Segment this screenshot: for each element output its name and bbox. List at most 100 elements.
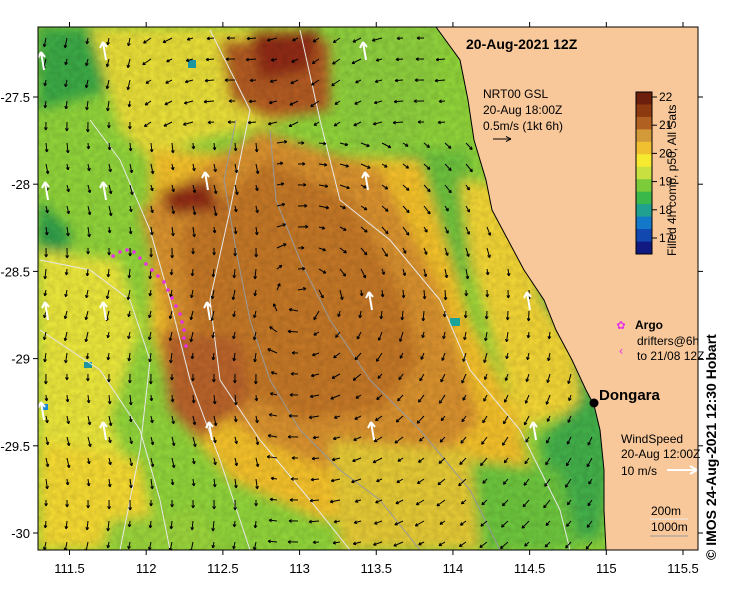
current-arrow [211, 268, 216, 278]
current-arrow [486, 247, 491, 258]
current-arrow [442, 310, 447, 318]
current-arrow [234, 184, 239, 196]
current-arrow [128, 247, 132, 257]
current-arrow [392, 120, 404, 125]
current-arrow [267, 434, 278, 438]
current-arrow [339, 163, 349, 168]
current-arrow [43, 289, 48, 297]
current-arrow [484, 310, 489, 320]
x-axis: 111.5 112 112.5 113 113.5 114 114.5 115 115.5 [54, 22, 699, 576]
current-arrow [339, 268, 347, 277]
current-arrow [479, 541, 488, 548]
current-arrow [106, 331, 111, 339]
drifter-fix [150, 268, 154, 272]
current-arrow [267, 121, 278, 126]
current-arrow [87, 436, 92, 448]
current-arrow [523, 478, 530, 486]
current-arrow [438, 541, 446, 547]
current-arrow [43, 541, 47, 550]
current-arrow [232, 331, 236, 340]
plot-frame [37, 26, 699, 551]
current-arrow [289, 100, 299, 106]
current-arrow [441, 352, 446, 361]
current-arrow [339, 226, 347, 231]
current-arrow [297, 183, 307, 187]
current-arrow [465, 142, 473, 151]
current-arrow [65, 142, 70, 154]
current-arrow [333, 415, 341, 419]
isobath-legend: 200m 1000m [650, 504, 688, 537]
current-arrow [444, 184, 452, 194]
current-arrow [334, 100, 341, 105]
colorbar-swatch [636, 241, 652, 255]
colorbar-tick-label: 19 [659, 175, 673, 189]
current-arrow [85, 121, 90, 133]
current-arrow [585, 541, 593, 550]
current-arrow [268, 413, 278, 417]
current-arrow [308, 519, 320, 524]
current-arrow [246, 36, 257, 41]
current-arrow [400, 310, 405, 321]
current-arrow [65, 394, 70, 403]
drifters-label-line2: to 21/08 12Z [637, 349, 704, 363]
current-arrow [127, 331, 131, 340]
current-arrow [291, 58, 299, 63]
current-arrow [287, 329, 299, 334]
current-arrow [297, 203, 308, 208]
current-arrow [415, 499, 425, 506]
current-arrow [355, 79, 362, 84]
x-tick-label: 115.5 [667, 561, 699, 576]
current-arrow [253, 520, 258, 529]
current-arrow [106, 100, 110, 112]
y-tick-label: -29.5 [0, 439, 30, 454]
current-arrow [190, 520, 195, 531]
current-arrow [254, 226, 259, 236]
y-tick-label: -29 [11, 352, 30, 367]
current-arrow [267, 348, 278, 354]
current-arrow [360, 163, 371, 169]
current-arrow [461, 373, 467, 384]
drifter-fix [144, 262, 148, 266]
current-arrow [287, 540, 299, 544]
current-arrow [339, 184, 350, 190]
current-arrow [568, 394, 572, 402]
current-arrow [354, 352, 362, 361]
current-arrow [566, 520, 572, 527]
current-arrow [481, 436, 488, 445]
current-arrow [210, 310, 215, 322]
current-arrow [461, 415, 467, 423]
x-tick-label: 112.5 [207, 561, 239, 576]
current-arrow [458, 541, 467, 548]
current-arrow [171, 226, 175, 237]
current-arrow [85, 289, 89, 299]
current-arrow [128, 415, 133, 423]
colorbar-swatch [636, 154, 652, 168]
current-arrow [169, 289, 173, 298]
current-arrow [545, 457, 551, 466]
wind-arrow [359, 41, 368, 61]
current-arrow [207, 120, 215, 125]
current-arrow [545, 394, 551, 405]
current-arrow [458, 478, 467, 487]
current-arrow [402, 226, 410, 236]
current-arrow [402, 205, 410, 214]
current-arrow [351, 478, 362, 484]
x-tick-label: 111.5 [54, 561, 85, 576]
x-tick-label: 113.5 [360, 561, 392, 576]
colorbar-swatch [636, 141, 652, 155]
current-arrow [148, 373, 153, 385]
current-arrow [288, 414, 299, 418]
current-arrow [192, 415, 197, 426]
drifter-fix [182, 328, 186, 332]
current-arrow [65, 163, 70, 171]
current-arrow [444, 226, 449, 234]
current-arrow [482, 415, 488, 424]
current-arrow [505, 352, 509, 360]
current-arrow [465, 247, 470, 257]
current-arrow [290, 371, 299, 376]
current-arrow [191, 394, 196, 404]
current-arrow [86, 457, 91, 465]
current-arrow [436, 499, 446, 507]
current-arrow [247, 120, 257, 125]
current-arrow [276, 243, 287, 249]
